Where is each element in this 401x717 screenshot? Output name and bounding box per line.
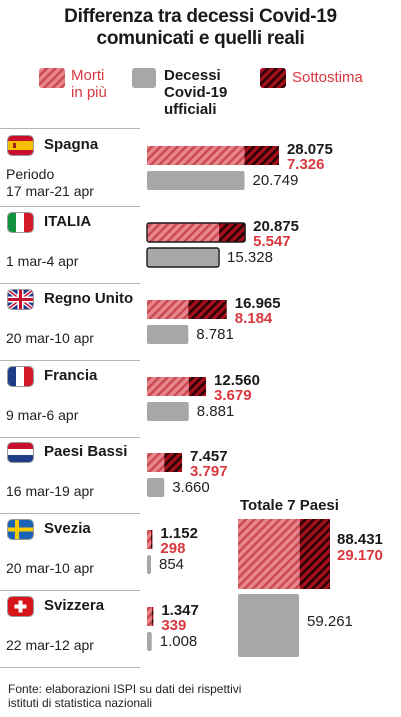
bar-underestimate [164,453,183,472]
bar-underestimate [244,146,279,165]
bar-official [146,247,220,268]
country-name: Spagna [44,136,99,153]
country-period: 20 mar-10 apr [6,560,94,576]
under-value-label: 3.679 [214,387,252,404]
source-note-line-1: Fonte: elaborazioni ISPI su dati dei ris… [8,682,242,696]
row-divider [0,206,140,207]
switzerland-flag-icon [7,596,34,617]
bar-total-outline [146,222,246,243]
legend-under-swatch [260,68,286,88]
netherlands-flag-icon [7,442,34,463]
country-period: 1 mar-4 apr [6,253,79,269]
bar-official [147,555,152,574]
total-excess-value-label: 88.431 [337,531,383,548]
under-value-label: 8.184 [234,310,273,327]
period-label: Periodo [6,166,55,182]
bar-excess-offset [147,300,189,319]
row-divider [0,513,140,514]
source-note: Fonte: elaborazioni ISPI su dati dei ris… [8,682,241,710]
bar-underestimate [188,377,207,396]
legend-official-swatch [132,68,156,88]
under-value-label: 3.797 [190,463,228,480]
bar-excess-offset [147,607,152,626]
legend-excess-swatch [39,68,65,88]
row-divider [0,283,140,284]
country-name: Svizzera [44,597,105,614]
chart-title-line-1: Differenza tra decessi Covid-19 [64,6,337,27]
excess-value-label: 20.875 [253,218,299,235]
spain-flag-icon [7,135,34,156]
legend-excess-line-2: in più [71,84,107,101]
legend-under-label: Sottostima [292,69,363,86]
country-period: 9 mar-6 apr [6,407,79,423]
official-value-label: 3.660 [172,479,210,496]
row-divider [0,667,140,668]
bar-underestimate [188,300,227,319]
official-value-label: 854 [159,556,185,573]
legend-excess-line-1: Morti [71,67,105,84]
italy-flag-icon [7,212,34,233]
excess-value-label: 1.347 [161,602,199,619]
bar-excess-offset [147,530,152,549]
official-value-label: 15.328 [227,249,273,266]
row-divider [0,590,140,591]
country-period: 16 mar-19 apr [6,483,94,499]
total-official-value-label: 59.261 [307,613,353,630]
under-value-label: 339 [161,617,187,634]
official-value-label: 8.881 [196,403,235,420]
country-name: Svezia [44,520,91,537]
total-bar-official [238,594,299,657]
official-value-label: 8.781 [196,326,234,343]
legend-official-line-3: ufficiali [164,101,217,118]
uk-flag-icon [7,289,34,310]
source-note-line-2: istituti di statistica nazionali [8,696,153,710]
country-period: 20 mar-10 apr [6,330,94,346]
period-dates: 17 mar-21 apr [6,183,94,199]
row-divider [0,360,140,361]
bar-underestimate [151,530,153,549]
row-divider [0,128,140,129]
bar-excess-offset [147,453,165,472]
legend-official-line-1: Decessi [164,67,221,84]
bar-official [147,402,189,421]
country-name: ITALIA [44,213,92,230]
bar-underestimate [219,223,246,242]
country-name: Paesi Bassi [44,443,128,460]
official-value-label: 1.008 [159,633,198,650]
excess-value-label: 16.965 [234,295,281,312]
france-flag-icon [7,366,34,387]
total-label: Totale 7 Paesi [240,497,339,514]
chart-title-line-2: comunicati e quelli reali [96,28,305,49]
under-value-label: 7.326 [286,156,325,173]
total-bar-excess [238,519,300,589]
row-divider [0,437,140,438]
total-bar-underestimate [299,519,330,589]
country-name: Regno Unito [44,290,134,307]
under-value-label: 298 [160,540,186,557]
legend-official-label: Decessi Covid-19 ufficiali [164,67,227,118]
legend-official-line-2: Covid-19 [164,84,228,101]
bar-official [147,632,152,651]
excess-value-label: 28.075 [286,141,333,158]
chart-title: Differenza tra decessi Covid-19 comunica… [0,6,401,50]
excess-value-label: 12.560 [214,372,260,389]
country-period: Periodo 17 mar-21 apr [6,166,94,200]
bar-official [147,171,245,190]
bar-excess-offset [147,146,245,165]
bar-excess-offset [147,223,220,242]
bar-official [147,478,165,497]
official-value-label: 20.749 [252,172,299,189]
country-name: Francia [44,367,98,384]
country-period: 22 mar-12 apr [6,637,94,653]
bar-excess-offset [147,377,189,396]
sweden-flag-icon [7,519,34,540]
bar-underestimate [151,607,154,626]
legend-excess-label: Morti in più [71,67,107,101]
excess-value-label: 1.152 [160,525,198,542]
bar-official [147,325,189,344]
excess-value-label: 7.457 [190,448,228,465]
under-value-label: 5.547 [253,233,291,250]
total-under-value-label: 29.170 [337,547,383,564]
